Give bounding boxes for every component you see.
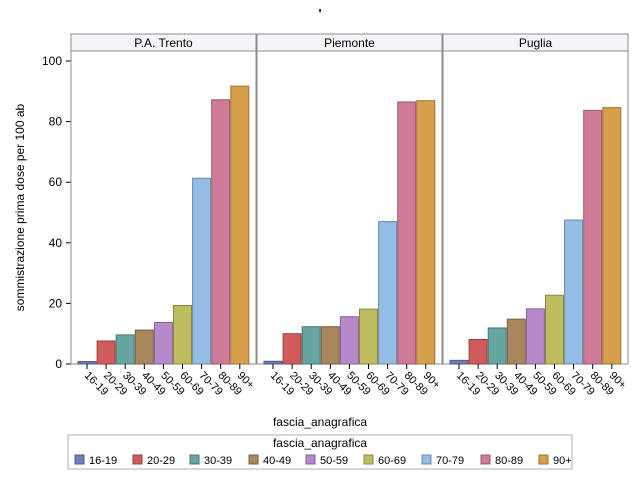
bar-30-39 [301,326,321,365]
bar-40-49 [506,318,526,365]
bar-90+ [416,100,436,365]
bar-50-59 [339,316,359,365]
legend-label-60-69: 60-69 [378,455,406,467]
legend-swatch-70-79 [421,454,432,465]
bar-80-89 [397,101,417,365]
bar-16-19 [449,359,469,365]
y-tick-label: 100 [42,54,62,68]
legend-label-20-29: 20-29 [147,455,175,467]
bar-80-89 [211,99,231,365]
panel-title: P.A. Trento [134,36,193,50]
legend-swatch-30-39 [189,454,200,465]
bar-70-79 [378,221,398,365]
y-tick-label: 0 [55,357,62,371]
bar-40-49 [134,329,154,365]
bar-20-29 [96,340,116,365]
legend-title: fascia_anagrafica [273,436,367,450]
panel-title: Puglia [519,36,553,50]
y-tick-label: 60 [49,175,63,189]
legend-swatch-20-29 [132,454,143,465]
bar-90+ [602,107,622,365]
bar-50-59 [153,321,173,365]
bar-40-49 [320,326,340,365]
legend-label-80-89: 80-89 [495,455,523,467]
bar-60-69 [173,305,192,365]
y-tick-label: 80 [49,115,63,129]
bar-70-79 [192,177,212,365]
bar-90+ [230,85,250,365]
legend-swatch-50-59 [305,454,316,465]
bar-50-59 [525,308,545,365]
legend-label-30-39: 30-39 [204,455,232,467]
y-tick-label: 20 [49,296,63,310]
bar-20-29 [282,333,302,365]
legend-swatch-90+ [538,454,549,465]
bar-16-19 [77,361,97,365]
bar-80-89 [583,109,603,365]
bar-70-79 [564,219,584,365]
chart-title: ' [318,6,322,21]
y-tick-label: 40 [49,236,63,250]
bar-60-69 [545,294,564,365]
legend-swatch-80-89 [480,454,491,465]
legend-label-50-59: 50-59 [320,455,348,467]
legend-swatch-40-49 [248,454,259,465]
x-axis-title: fascia_anagrafica [273,415,367,429]
legend-label-90+: 90+ [553,455,572,467]
bar-60-69 [359,308,378,365]
legend-label-16-19: 16-19 [89,455,117,467]
legend-label-70-79: 70-79 [436,455,464,467]
y-axis-title: sommistrazione prima dose per 100 ab [13,103,27,311]
panel-title: Piemonte [324,36,375,50]
legend-label-40-49: 40-49 [263,455,291,467]
legend-swatch-16-19 [74,454,85,465]
bar-30-39 [115,334,135,365]
bar-16-19 [263,360,283,365]
bar-30-39 [487,327,507,365]
bar-20-29 [468,338,488,365]
legend-swatch-60-69 [363,454,374,465]
